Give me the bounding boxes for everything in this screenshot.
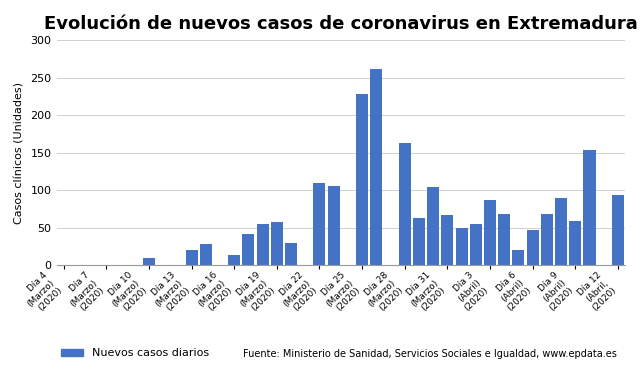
Bar [371, 68, 382, 265]
Bar [513, 250, 524, 265]
Bar [356, 94, 368, 265]
Text: Fuente: Ministerio de Sanidad, Servicios Sociales e Igualdad, www.epdata.es: Fuente: Ministerio de Sanidad, Servicios… [243, 349, 617, 359]
Legend: Nuevos casos diarios: Nuevos casos diarios [57, 344, 214, 363]
Bar [285, 243, 297, 265]
Y-axis label: Casos clínicos (Unidades): Casos clínicos (Unidades) [15, 82, 25, 224]
Bar [228, 255, 240, 265]
Bar [612, 194, 624, 265]
Bar [555, 197, 567, 265]
Bar [200, 244, 212, 265]
Bar [569, 221, 581, 265]
Bar [584, 150, 595, 265]
Bar [427, 187, 439, 265]
Bar [484, 200, 496, 265]
Bar [243, 233, 255, 265]
Bar [527, 230, 539, 265]
Bar [442, 215, 453, 265]
Bar [470, 224, 482, 265]
Bar [143, 258, 155, 265]
Title: Evolución de nuevos casos de coronavirus en Extremadura: Evolución de nuevos casos de coronavirus… [44, 15, 637, 33]
Bar [257, 224, 269, 265]
Bar [413, 218, 425, 265]
Bar [271, 222, 283, 265]
Bar [498, 214, 510, 265]
Bar [186, 250, 198, 265]
Bar [541, 214, 553, 265]
Bar [328, 186, 340, 265]
Bar [314, 183, 326, 265]
Bar [399, 143, 411, 265]
Bar [456, 227, 468, 265]
